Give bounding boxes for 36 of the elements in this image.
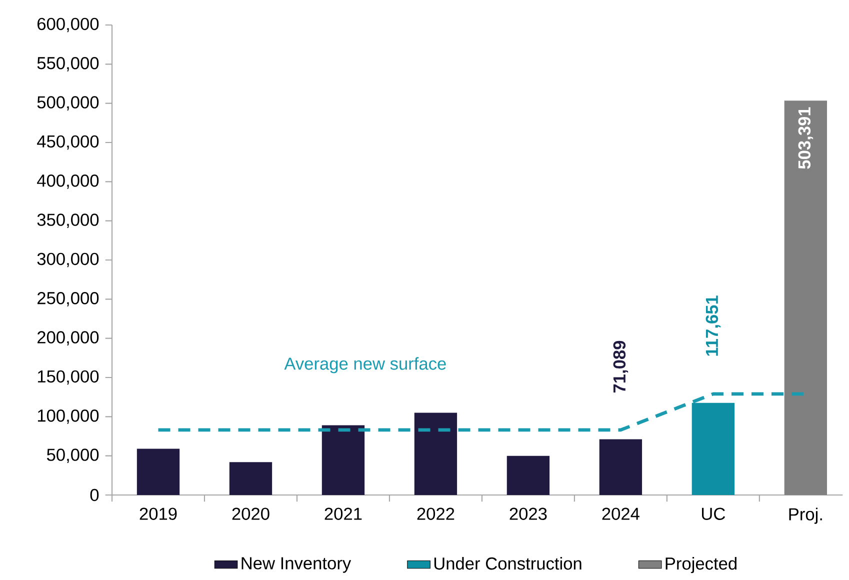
x-tick-label: 2021	[324, 508, 362, 520]
x-tick-label: 2019	[140, 508, 177, 520]
bar	[322, 425, 365, 495]
y-tick-label: 250,000	[38, 292, 99, 306]
x-tick-label: 2022	[417, 508, 454, 520]
y-tick-label: 500,000	[37, 96, 99, 110]
y-tick-label: 550,000	[37, 56, 99, 72]
data-label: 71,089	[613, 340, 628, 393]
legend-label: Projected	[666, 556, 736, 574]
bar	[229, 462, 272, 495]
y-tick-label: 600,000	[38, 18, 99, 32]
y-tick-label: 100,000	[38, 409, 99, 424]
x-tick-label: 2023	[510, 508, 547, 520]
y-tick-label: 450,000	[37, 135, 99, 150]
bar	[692, 402, 735, 495]
bar	[599, 439, 642, 495]
y-tick-label: 0	[90, 488, 99, 502]
data-label: 117,651	[706, 296, 721, 356]
y-tick-label: 350,000	[37, 214, 99, 228]
bar	[506, 456, 550, 495]
y-tick-label: 300,000	[37, 252, 99, 268]
x-tick-label: 2020	[232, 508, 270, 520]
y-tick-label: 150,000	[38, 370, 99, 385]
bar	[136, 448, 180, 495]
y-tick-label: 200,000	[38, 331, 99, 346]
x-tick-label: UC	[702, 508, 726, 520]
bar	[414, 412, 458, 495]
legend-label: Under Construction	[434, 556, 582, 570]
text: Average new surface	[284, 357, 446, 374]
y-tick-label: 50,000	[46, 448, 99, 463]
data-label: 503,391	[798, 107, 814, 169]
legend-label: New Inventory	[242, 557, 352, 573]
x-tick-label: Proj.	[789, 508, 822, 524]
bar	[784, 100, 827, 495]
x-tick-label: 2024	[602, 508, 640, 520]
y-tick-label: 400,000	[37, 174, 99, 189]
